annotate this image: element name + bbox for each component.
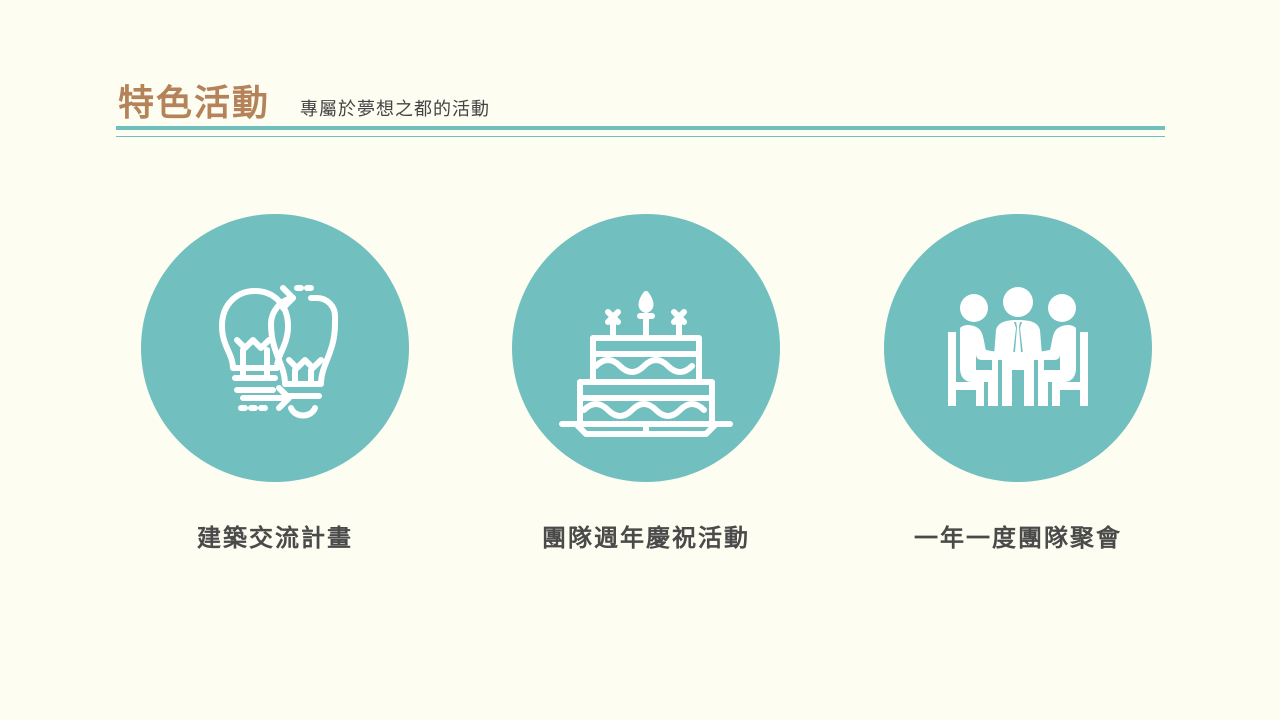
page-subtitle: 專屬於夢想之都的活動 [300, 99, 491, 120]
feature-circle [512, 214, 780, 482]
feature-circle [884, 214, 1152, 482]
feature-circle [141, 214, 409, 482]
feature-card-gathering: 一年一度團隊聚會 [884, 214, 1152, 553]
slide-header: 特色活動 專屬於夢想之都的活動 [118, 74, 490, 126]
feature-card-anniversary: 團隊週年慶祝活動 [512, 214, 780, 553]
feature-label: 建築交流計畫 [197, 524, 353, 552]
feature-card-architecture: 建築交流計畫 [141, 214, 409, 553]
lightbulbs-exchange-icon [219, 285, 338, 419]
feature-label: 一年一度團隊聚會 [914, 524, 1122, 552]
page-title: 特色活動 [118, 83, 271, 124]
header-rule-thick [116, 126, 1165, 130]
feature-label: 團隊週年慶祝活動 [542, 524, 750, 552]
birthday-cake-icon [559, 291, 733, 437]
team-meeting-icon [948, 287, 1088, 406]
header-rule-thin [116, 136, 1165, 137]
